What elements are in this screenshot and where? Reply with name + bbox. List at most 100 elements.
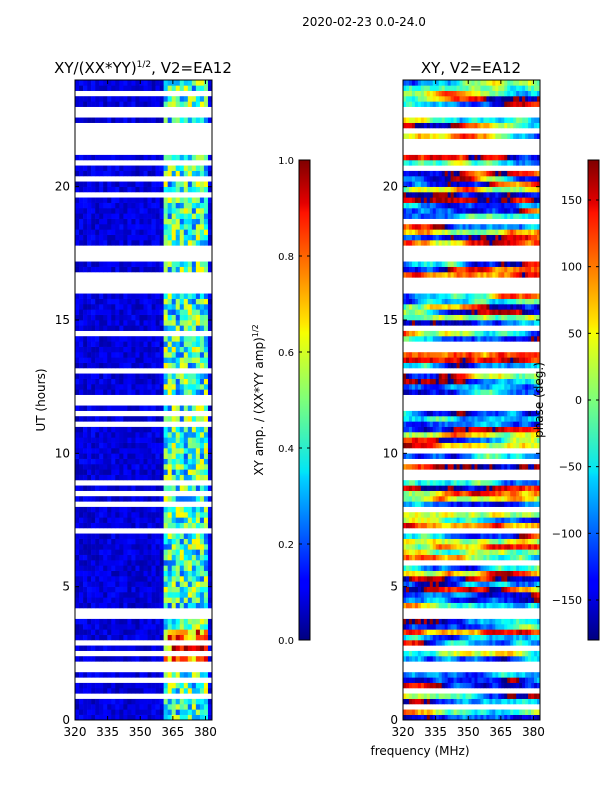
- heatmap-cell: [168, 240, 172, 246]
- heatmap-row: [75, 448, 212, 454]
- heatmap-cell: [135, 341, 139, 347]
- heatmap-cell: [127, 352, 131, 358]
- heatmap-cell: [196, 517, 200, 523]
- heatmap-cell: [123, 507, 127, 513]
- heatmap-cell: [433, 496, 436, 502]
- heatmap-cell: [200, 475, 204, 481]
- heatmap-cell: [430, 549, 433, 555]
- heatmap-cell: [445, 427, 448, 433]
- heatmap-cell: [483, 635, 486, 641]
- heatmap-cell: [504, 683, 507, 689]
- heatmap-cell: [525, 437, 528, 443]
- heatmap-cell: [115, 219, 119, 225]
- heatmap-cell: [144, 437, 148, 443]
- heatmap-cell: [463, 491, 466, 497]
- heatmap-cell: [424, 576, 427, 582]
- heatmap-cell: [184, 336, 188, 342]
- heatmap-cell: [188, 683, 192, 689]
- heatmap-cell: [144, 565, 148, 571]
- heatmap-cell: [83, 485, 87, 491]
- heatmap-cell: [156, 117, 160, 123]
- heatmap-cell: [127, 603, 131, 609]
- heatmap-cell: [127, 699, 131, 705]
- heatmap-cell: [135, 267, 139, 273]
- heatmap-cell: [184, 208, 188, 214]
- heatmap-cell: [200, 203, 204, 209]
- heatmap-cell: [139, 656, 143, 662]
- heatmap-cell: [135, 459, 139, 465]
- heatmap-cell: [427, 592, 430, 598]
- heatmap-cell: [454, 453, 457, 459]
- heatmap-cell: [192, 715, 196, 721]
- heatmap-cell: [463, 587, 466, 593]
- heatmap-cell: [115, 325, 119, 331]
- heatmap-cell: [415, 709, 418, 715]
- heatmap-row: [75, 128, 212, 134]
- heatmap-cell: [507, 699, 510, 705]
- heatmap-cell: [510, 651, 513, 657]
- heatmap-cell: [196, 80, 200, 86]
- heatmap-cell: [427, 699, 430, 705]
- heatmap-cell: [184, 475, 188, 481]
- heatmap-cell: [168, 336, 172, 342]
- heatmap-cell: [184, 523, 188, 529]
- heatmap-cell: [127, 357, 131, 363]
- heatmap-cell: [103, 624, 107, 630]
- heatmap-cell: [75, 603, 79, 609]
- heatmap-cell: [152, 379, 156, 385]
- heatmap-cell: [184, 293, 188, 299]
- heatmap-cell: [160, 629, 164, 635]
- heatmap-cell: [172, 352, 176, 358]
- heatmap-cell: [99, 341, 103, 347]
- heatmap-cell: [477, 677, 480, 683]
- heatmap-cell: [528, 576, 531, 582]
- heatmap-cell: [427, 453, 430, 459]
- heatmap-cell: [75, 523, 79, 529]
- heatmap-cell: [433, 629, 436, 635]
- heatmap-cell: [507, 597, 510, 603]
- heatmap-row: [75, 683, 212, 689]
- heatmap-cell: [123, 304, 127, 310]
- heatmap-cell: [127, 656, 131, 662]
- heatmap-cell: [103, 523, 107, 529]
- heatmap-cell: [427, 512, 430, 518]
- heatmap-cell: [204, 581, 208, 587]
- heatmap-cell: [192, 565, 196, 571]
- heatmap-cell: [180, 624, 184, 630]
- heatmap-cell: [184, 101, 188, 107]
- heatmap-cell: [200, 512, 204, 518]
- heatmap-gap-row: [403, 667, 540, 673]
- heatmap-cell: [433, 677, 436, 683]
- heatmap-gap-row: [75, 693, 212, 699]
- heatmap-cell: [457, 592, 460, 598]
- heatmap-cell: [424, 709, 427, 715]
- heatmap-cell: [79, 565, 83, 571]
- heatmap-cell: [492, 464, 495, 470]
- heatmap-cell: [439, 501, 442, 507]
- heatmap-cell: [513, 629, 516, 635]
- heatmap-cell: [188, 213, 192, 219]
- heatmap-cell: [486, 581, 489, 587]
- heatmap-cell: [192, 533, 196, 539]
- heatmap-cell: [87, 672, 91, 678]
- heatmap-cell: [188, 224, 192, 230]
- heatmap-cell: [448, 587, 451, 593]
- heatmap-cell: [172, 512, 176, 518]
- heatmap-cell: [164, 496, 168, 502]
- heatmap-cell: [184, 80, 188, 86]
- heatmap-row: [75, 277, 212, 283]
- heatmap-cell: [469, 517, 472, 523]
- heatmap-cell: [489, 603, 492, 609]
- heatmap-cell: [127, 544, 131, 550]
- heatmap-cell: [466, 485, 469, 491]
- heatmap-cell: [156, 235, 160, 241]
- heatmap-cell: [123, 309, 127, 315]
- heatmap-cell: [486, 549, 489, 555]
- heatmap-cell: [127, 229, 131, 235]
- heatmap-cell: [107, 203, 111, 209]
- heatmap-cell: [513, 597, 516, 603]
- heatmap-cell: [127, 571, 131, 577]
- heatmap-cell: [79, 85, 83, 91]
- heatmap-cell: [139, 485, 143, 491]
- heatmap-cell: [188, 448, 192, 454]
